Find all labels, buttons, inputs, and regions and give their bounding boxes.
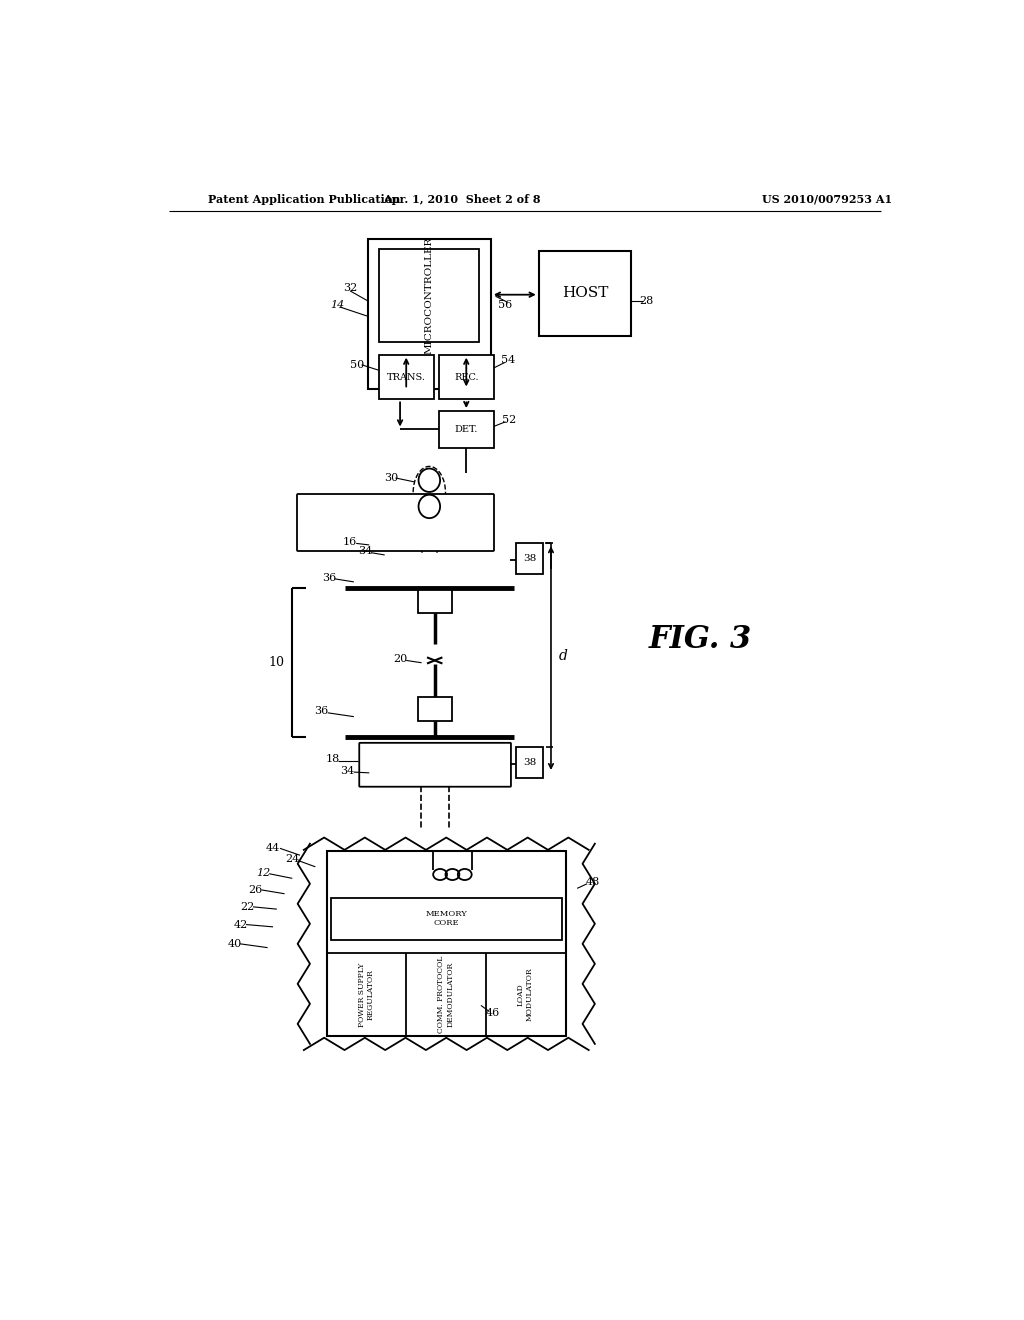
FancyBboxPatch shape	[359, 743, 511, 787]
Text: MICROCONTROLLER: MICROCONTROLLER	[424, 236, 433, 354]
Bar	[438, 355, 494, 400]
Text: MEMORY
CORE: MEMORY CORE	[425, 909, 467, 927]
Text: 52: 52	[503, 416, 516, 425]
Text: 38: 38	[523, 759, 536, 767]
Text: 22: 22	[241, 902, 255, 912]
Text: HOST: HOST	[562, 286, 608, 300]
Bar	[327, 851, 565, 1036]
Bar	[368, 239, 490, 389]
FancyBboxPatch shape	[321, 517, 470, 527]
Text: 54: 54	[501, 355, 515, 366]
FancyBboxPatch shape	[369, 752, 502, 777]
Text: 32: 32	[343, 282, 357, 293]
Bar	[418, 697, 452, 721]
FancyBboxPatch shape	[378, 762, 493, 768]
Bar	[516, 747, 544, 779]
Text: COMM. PROTOCOL
DEMODULATOR: COMM. PROTOCOL DEMODULATOR	[437, 956, 454, 1034]
Text: 48: 48	[586, 878, 600, 887]
Bar	[331, 898, 562, 940]
Text: TRANS.: TRANS.	[387, 372, 426, 381]
Bar	[438, 411, 494, 447]
Text: 28: 28	[639, 296, 653, 306]
FancyBboxPatch shape	[303, 500, 488, 545]
Text: 36: 36	[314, 706, 329, 717]
Text: 18: 18	[326, 754, 339, 764]
Bar	[379, 249, 478, 342]
Text: 20: 20	[393, 653, 408, 664]
Bar	[516, 544, 544, 574]
Bar	[379, 355, 434, 400]
FancyBboxPatch shape	[373, 756, 497, 774]
Text: Patent Application Publication: Patent Application Publication	[208, 194, 400, 205]
FancyBboxPatch shape	[297, 494, 494, 550]
Text: 46: 46	[485, 1008, 500, 1018]
Bar	[418, 590, 452, 612]
Text: DET.: DET.	[455, 425, 478, 434]
Text: REC.: REC.	[454, 372, 478, 381]
Text: 38: 38	[523, 554, 536, 564]
FancyBboxPatch shape	[315, 512, 476, 533]
Text: 50: 50	[350, 360, 365, 370]
Text: 16: 16	[343, 537, 357, 546]
Text: 42: 42	[233, 920, 248, 929]
Text: 44: 44	[266, 842, 281, 853]
Text: 10: 10	[269, 656, 285, 669]
Bar	[539, 251, 631, 335]
Text: Apr. 1, 2010  Sheet 2 of 8: Apr. 1, 2010 Sheet 2 of 8	[383, 194, 541, 205]
Text: POWER SUPPLY
REGULATOR: POWER SUPPLY REGULATOR	[357, 962, 375, 1027]
Text: LOAD
MODULATOR: LOAD MODULATOR	[516, 968, 534, 1022]
FancyBboxPatch shape	[364, 747, 506, 781]
Text: 36: 36	[323, 573, 336, 583]
Text: 14: 14	[330, 300, 344, 310]
Text: 24: 24	[285, 854, 299, 865]
Text: 40: 40	[227, 939, 242, 949]
Text: 12: 12	[256, 869, 270, 878]
Text: 26: 26	[248, 884, 262, 895]
Text: 34: 34	[341, 767, 355, 776]
FancyBboxPatch shape	[309, 506, 482, 539]
Text: US 2010/0079253 A1: US 2010/0079253 A1	[762, 194, 892, 205]
Text: 30: 30	[384, 473, 398, 483]
Text: 56: 56	[498, 301, 512, 310]
Text: 34: 34	[358, 546, 373, 556]
Text: d: d	[559, 649, 567, 663]
Text: FIG. 3: FIG. 3	[649, 624, 752, 655]
